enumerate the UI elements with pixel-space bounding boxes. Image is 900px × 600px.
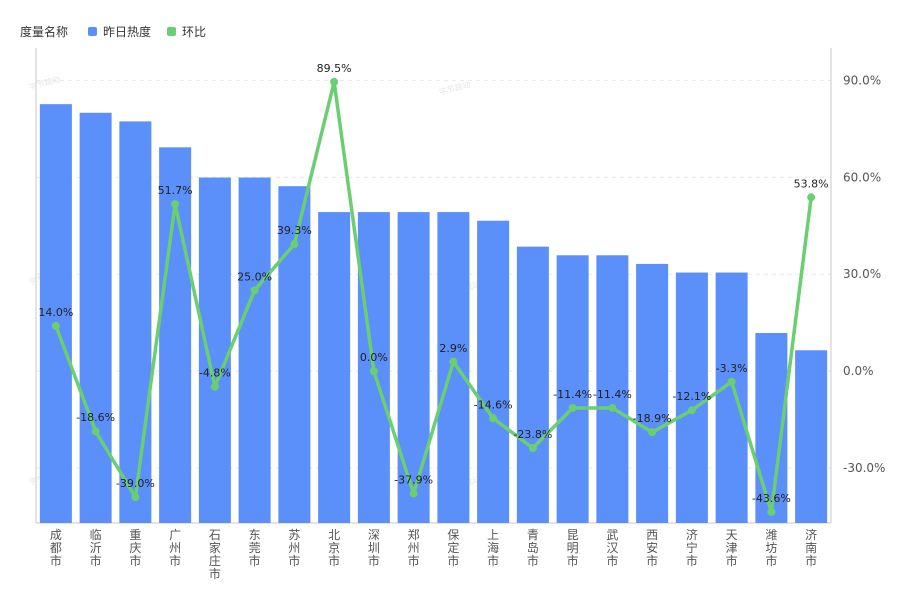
x-tick-label: 成都市 xyxy=(50,528,62,568)
bar xyxy=(596,255,629,524)
bar xyxy=(198,177,231,523)
ratio-point xyxy=(767,508,776,517)
data-label: -37.9% xyxy=(394,474,433,487)
ratio-point xyxy=(648,428,657,437)
watermark-text: 字节跳动 xyxy=(438,79,471,97)
x-tick-label: 西安市 xyxy=(646,528,658,568)
y-axis-right-labels: 90.0% 60.0% 30.0% 0.0% -30.0% xyxy=(843,73,885,475)
ratio-point xyxy=(131,493,140,502)
legend-title: 度量名称 xyxy=(20,24,69,39)
x-tick-label: 石家庄市 xyxy=(209,528,221,581)
ratio-point xyxy=(449,357,458,366)
data-label: -3.3% xyxy=(716,362,748,375)
x-tick-label: 苏州市 xyxy=(288,528,300,568)
data-label: -23.8% xyxy=(513,428,552,441)
x-tick-label: 昆明市 xyxy=(567,528,579,568)
data-label: 2.9% xyxy=(439,342,467,355)
ratio-point xyxy=(807,193,816,202)
ratio-point xyxy=(528,444,537,453)
data-label: -14.6% xyxy=(474,398,513,411)
bar xyxy=(675,272,708,523)
ratio-point xyxy=(91,427,100,436)
axes xyxy=(35,48,832,524)
x-tick-label: 济宁市 xyxy=(686,527,698,568)
x-tick-label: 上海市 xyxy=(487,528,499,568)
grid-lines xyxy=(36,79,831,469)
legend-label-ratio: 环比 xyxy=(182,24,207,39)
x-tick-label: 临沂市 xyxy=(90,528,102,568)
x-tick-label: 深圳市 xyxy=(368,528,380,568)
x-tick-label: 保定市 xyxy=(447,528,459,568)
bar xyxy=(397,212,430,523)
ratio-point xyxy=(489,414,498,423)
ratio-point xyxy=(568,403,577,412)
legend-swatch-ratio xyxy=(167,26,177,36)
data-label: -18.6% xyxy=(76,411,115,424)
bar xyxy=(79,112,112,523)
data-label: -4.8% xyxy=(199,367,231,380)
ratio-point xyxy=(687,406,696,415)
legend-swatch-heat xyxy=(88,26,98,36)
ratio-point xyxy=(51,321,60,330)
bar xyxy=(715,272,748,523)
ratio-point xyxy=(330,77,339,86)
y-tick-label: -30.0% xyxy=(843,461,885,475)
bar xyxy=(119,121,152,523)
ratio-point xyxy=(290,240,299,249)
y-tick-label: 90.0% xyxy=(843,73,881,87)
data-label: 53.8% xyxy=(794,177,829,190)
data-label: -18.9% xyxy=(633,412,672,425)
data-label: -43.6% xyxy=(752,492,791,505)
bar-series xyxy=(39,104,828,524)
x-tick-label: 潍坊市 xyxy=(765,528,777,568)
bar xyxy=(318,212,351,523)
line-series xyxy=(51,77,816,517)
data-label: 39.3% xyxy=(277,224,312,237)
data-label: -39.0% xyxy=(116,477,155,490)
x-tick-label: 青岛市 xyxy=(527,528,539,568)
ratio-point xyxy=(250,286,259,295)
ratio-point xyxy=(409,489,418,498)
x-tick-label: 武汉市 xyxy=(606,528,618,568)
legend-item-heat[interactable]: 昨日热度 xyxy=(88,23,151,40)
legend-label-heat: 昨日热度 xyxy=(103,24,152,39)
x-tick-label: 北京市 xyxy=(328,528,340,568)
ratio-point xyxy=(369,367,378,376)
bar xyxy=(795,350,828,523)
data-label: -12.1% xyxy=(672,390,711,403)
y-tick-label: 0.0% xyxy=(843,364,874,378)
data-label: -11.4% xyxy=(553,388,592,401)
data-label: 0.0% xyxy=(360,351,388,364)
data-label: 14.0% xyxy=(38,306,73,319)
legend-item-ratio[interactable]: 环比 xyxy=(167,23,206,40)
data-label: -11.4% xyxy=(593,388,632,401)
x-axis-labels: 成都市 临沂市 重庆市 广州市 石家庄市 东莞市 苏州市 北京市 深圳市 郑州市 保定市 上海市 青岛市… xyxy=(50,527,817,581)
data-label: 51.7% xyxy=(158,184,193,197)
bar xyxy=(516,246,549,524)
ratio-point xyxy=(727,377,736,386)
data-label: 89.5% xyxy=(317,62,352,75)
bar xyxy=(636,263,669,523)
x-tick-label: 重庆市 xyxy=(129,528,141,568)
ratio-point xyxy=(608,403,617,412)
watermark-text: 字节跳动 xyxy=(28,74,61,92)
ratio-point xyxy=(171,200,180,209)
y-tick-label: 60.0% xyxy=(843,170,881,184)
x-tick-label: 东莞市 xyxy=(249,528,261,568)
x-tick-label: 郑州市 xyxy=(408,527,420,568)
ratio-line xyxy=(54,80,813,514)
bar xyxy=(477,220,510,523)
x-tick-label: 广州市 xyxy=(169,528,181,568)
bar xyxy=(39,104,72,524)
data-label: 25.0% xyxy=(237,270,272,283)
x-tick-label: 天津市 xyxy=(726,528,738,568)
data-labels: 14.0% -18.6% -39.0% 51.7% -4.8% 25.0% 39.3% 89.… xyxy=(38,62,828,505)
legend: 度量名称 昨日热度 环比 xyxy=(20,22,222,40)
bar xyxy=(238,177,271,523)
x-tick-label: 济南市 xyxy=(805,527,817,568)
bar xyxy=(556,255,589,524)
y-tick-label: 30.0% xyxy=(843,267,881,281)
ratio-point xyxy=(210,382,219,391)
